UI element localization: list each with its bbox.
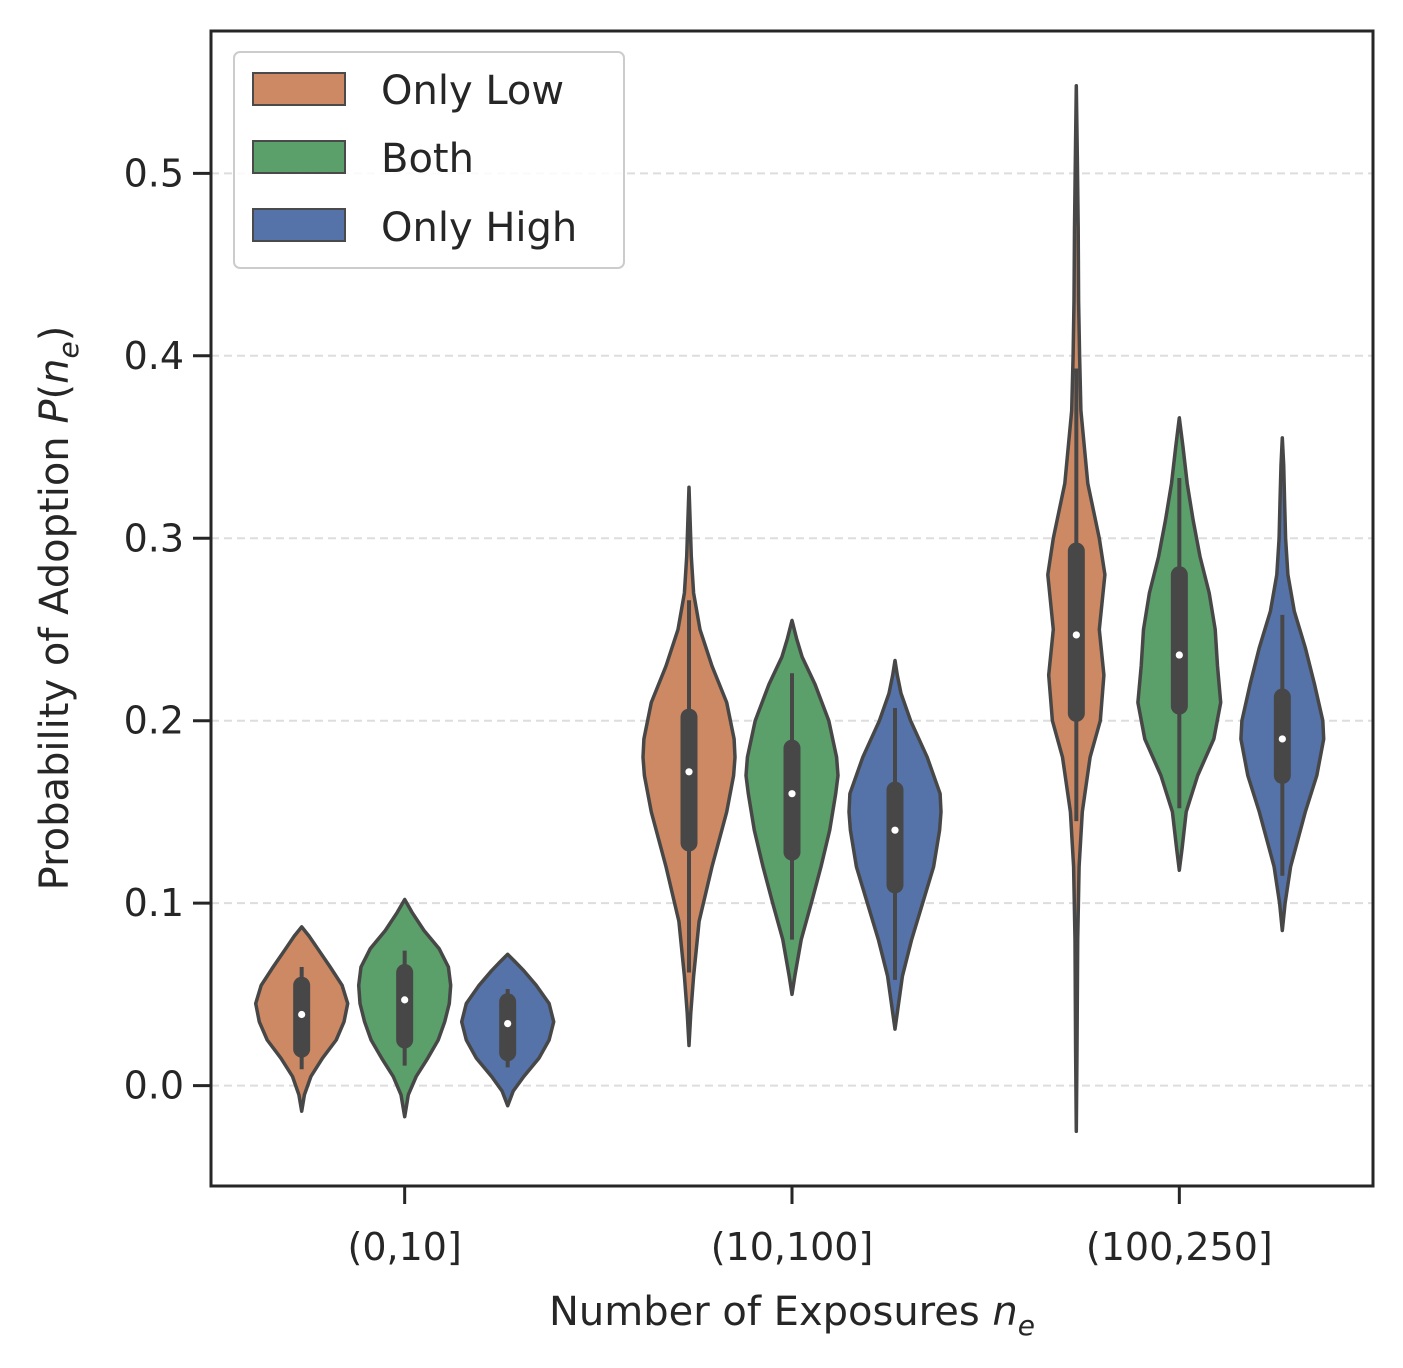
violin-group <box>1046 83 1107 1134</box>
violin-group <box>459 952 556 1108</box>
x-tick-label: (0,10] <box>348 1225 462 1269</box>
violin-median-point <box>401 996 409 1004</box>
legend-label-both: Both <box>381 136 474 182</box>
violin-median-point <box>1175 651 1183 659</box>
x-axis-label: Number of Exposures ne <box>549 1289 1035 1342</box>
violins <box>253 83 1326 1134</box>
y-tick-label: 0.0 <box>124 1064 184 1108</box>
violin-group <box>641 485 737 1048</box>
legend-label-only-low: Only Low <box>381 68 564 114</box>
violin-median-point <box>504 1020 512 1028</box>
violin-median-point <box>891 826 899 834</box>
y-axis-ticks: 0.0 0.1 0.2 0.3 0.4 0.5 <box>124 151 211 1108</box>
legend-swatch-only-high <box>252 208 346 242</box>
y-tick-label: 0.5 <box>124 151 184 195</box>
y-tick-label: 0.3 <box>124 516 184 560</box>
y-axis-label: Probability of Adoption P(ne) <box>32 326 85 891</box>
legend-swatch-only-low <box>252 72 346 106</box>
violin-median-point <box>1278 735 1286 743</box>
legend: Only Low Both Only High <box>233 51 625 269</box>
violin-median-point <box>685 768 693 776</box>
y-tick-label: 0.1 <box>124 881 184 925</box>
violin-median-point <box>1072 631 1080 639</box>
violin-median-point <box>788 790 796 798</box>
violin-group <box>847 658 943 1031</box>
violin-group <box>253 925 350 1113</box>
x-axis-ticks: (0,10] (10,100] (100,250] <box>348 1186 1273 1269</box>
legend-label-only-high: Only High <box>381 205 577 251</box>
violin-median-point <box>298 1010 306 1019</box>
violin-group <box>1136 416 1223 873</box>
y-tick-label: 0.2 <box>124 699 184 743</box>
violin-group <box>356 897 453 1119</box>
y-tick-label: 0.4 <box>124 334 184 378</box>
legend-swatch-both <box>252 140 346 174</box>
violin-group <box>1239 436 1326 933</box>
x-tick-label: (10,100] <box>711 1225 874 1269</box>
x-tick-label: (100,250] <box>1086 1225 1273 1269</box>
violin-group <box>744 618 840 997</box>
